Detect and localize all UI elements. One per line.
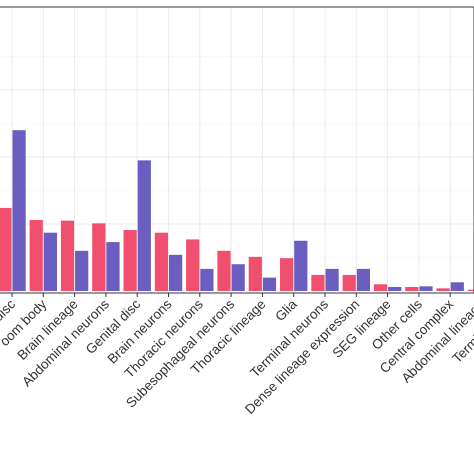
- bar-series-1-12: [342, 274, 356, 291]
- bar-series-2-9: [262, 277, 277, 291]
- bar-series-1-10: [280, 258, 294, 291]
- x-axis-ticks: [11, 293, 451, 297]
- bar-series-1-4: [92, 223, 106, 291]
- bar-series-2-14: [419, 286, 433, 291]
- bar-series-2-13: [388, 286, 402, 291]
- bar-series-1-3: [60, 220, 75, 291]
- bar-series-1-9: [248, 256, 262, 291]
- bar-series-1-1: [0, 207, 12, 291]
- bar-series-1-5: [123, 230, 137, 291]
- bar-series-2-11: [325, 268, 339, 291]
- bar-series-1-16: [467, 289, 474, 291]
- bar-series-2-1: [12, 130, 26, 291]
- plot-panel-border: [0, 6, 474, 294]
- bar-series-2-5: [137, 160, 151, 291]
- bar-series-1-14: [405, 286, 419, 291]
- bar-series-1-6: [154, 232, 168, 291]
- bar-series-2-15: [450, 282, 464, 291]
- grid-lines: [0, 7, 474, 293]
- bar-series-2-6: [169, 254, 183, 291]
- bar-series-1-8: [217, 250, 231, 291]
- bar-series-2-10: [294, 240, 308, 291]
- bar-series-1-13: [373, 284, 388, 291]
- bar-series-1-2: [29, 219, 43, 291]
- bar-series-1-7: [186, 239, 200, 291]
- bar-series-1-11: [311, 274, 325, 291]
- bar-series-2-4: [106, 242, 120, 291]
- bars: [0, 130, 474, 291]
- bar-series-2-3: [75, 250, 89, 291]
- bar-series-2-7: [200, 268, 214, 291]
- bar-series-2-2: [43, 232, 57, 291]
- bar-series-1-15: [436, 288, 450, 291]
- bar-series-2-8: [231, 264, 245, 291]
- bar-series-2-12: [356, 268, 370, 291]
